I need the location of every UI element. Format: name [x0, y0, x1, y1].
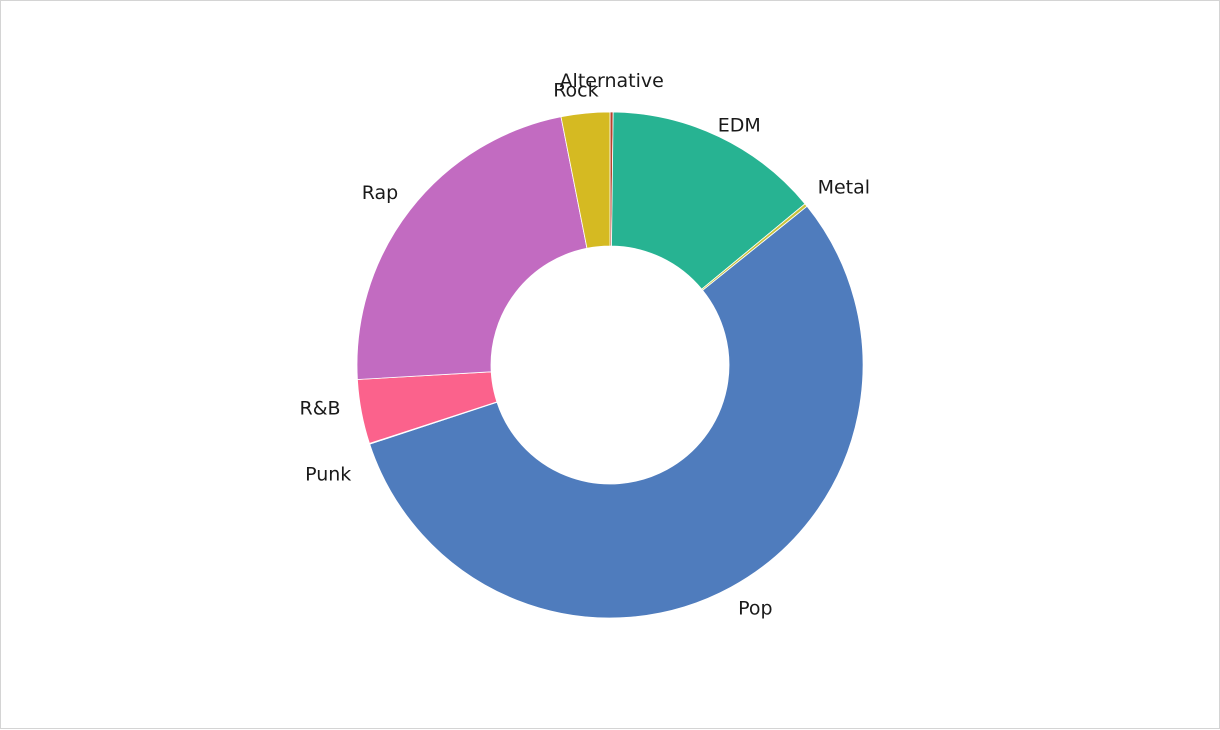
- label-alternative: Alternative: [560, 70, 664, 92]
- label-punk: Punk: [305, 464, 351, 486]
- slice-rap[interactable]: [356, 116, 588, 380]
- label-rap: Rap: [362, 182, 399, 204]
- label-rock: Rock: [553, 79, 598, 101]
- label-metal: Metal: [818, 177, 870, 199]
- label-pop: Pop: [738, 597, 772, 619]
- label-edm: EDM: [718, 114, 761, 136]
- slice-edm[interactable]: [611, 111, 806, 290]
- slices-group: [356, 111, 864, 619]
- label-r-b: R&B: [300, 398, 341, 420]
- slice-pop[interactable]: [369, 205, 864, 619]
- slice-rock[interactable]: [560, 111, 611, 249]
- labels-group: Alternative EDM Metal Pop Punk R&B Rap Rock: [300, 70, 871, 619]
